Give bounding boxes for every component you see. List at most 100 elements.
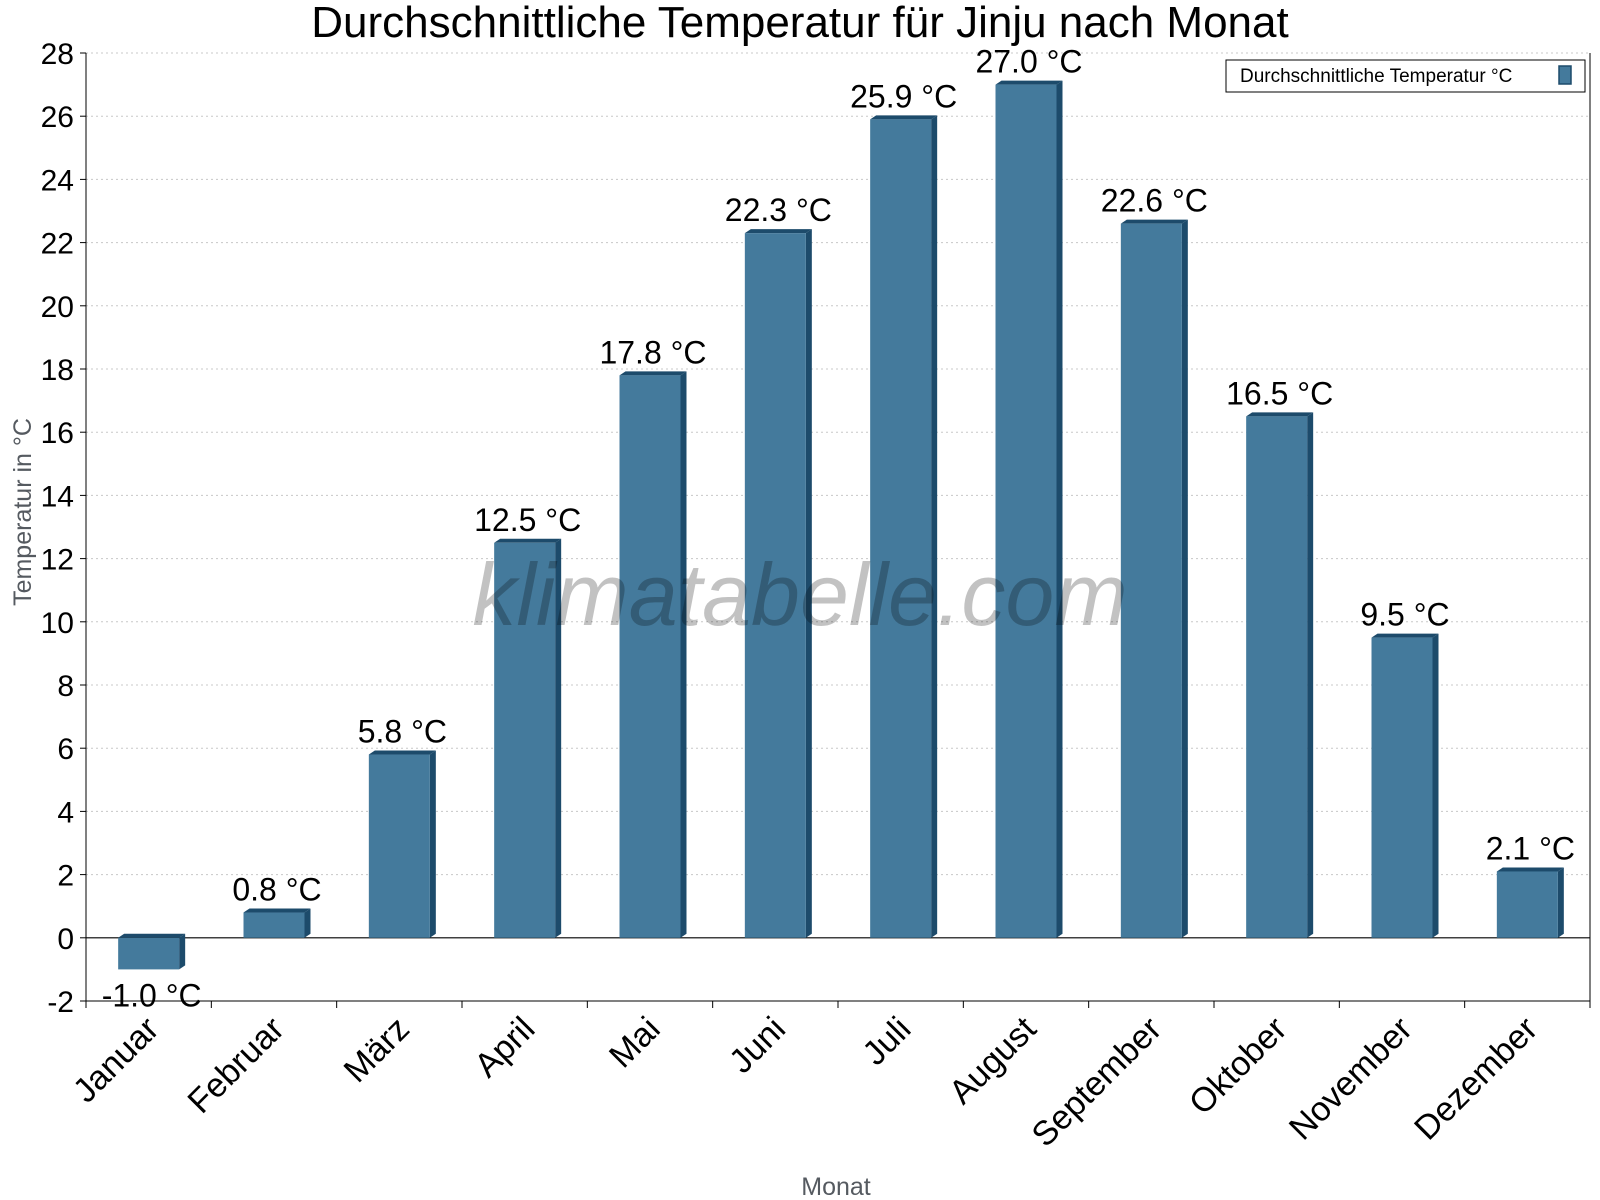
y-tick-label: 28 [41, 38, 74, 71]
y-tick-label: 16 [41, 417, 74, 450]
data-label: 0.8 °C [232, 872, 321, 908]
bar-side-face [805, 229, 812, 938]
x-tick-label: Dezember [1407, 1010, 1545, 1148]
x-tick-label: Januar [66, 1010, 166, 1110]
bar [118, 933, 186, 970]
bar-top-face [1246, 412, 1314, 417]
y-tick-label: 26 [41, 101, 74, 134]
bar-front-face [870, 119, 932, 938]
legend-box [1225, 59, 1586, 93]
bar-side-face [304, 908, 311, 938]
data-labels: -1.0 °C 0.8 °C 5.8 °C 12.5 °C 17.8 °C 22.3 °C… [102, 44, 1575, 1014]
legend-label: Durchschnittliche Temperatur °C [1240, 66, 1512, 87]
y-tick-label: 10 [41, 607, 74, 640]
bar-front-face [744, 233, 806, 938]
bar-top-face [870, 115, 938, 120]
bar [995, 80, 1063, 938]
x-tick-label: Oktober [1182, 1010, 1294, 1122]
data-label: 25.9 °C [850, 78, 957, 114]
y-tick-label: 12 [41, 544, 74, 577]
bar-front-face [1496, 871, 1558, 938]
bar-top-face [619, 371, 687, 376]
bar-side-face [429, 750, 436, 938]
x-tick-label: August [942, 1009, 1044, 1111]
data-label: -1.0 °C [102, 977, 202, 1013]
bar-top-face [1371, 633, 1439, 638]
bar-side-face [1181, 219, 1188, 938]
x-tick-label: April [467, 1010, 542, 1085]
y-tick-label: 0 [57, 923, 74, 956]
x-axis-label: Monat [801, 1173, 871, 1200]
bar-top-face [995, 80, 1063, 85]
bar-front-face [494, 542, 556, 938]
bar-side-face [1307, 412, 1314, 938]
y-tick-label: 4 [57, 796, 74, 829]
bar-front-face [1371, 637, 1433, 938]
gridlines [86, 52, 1590, 1002]
data-label: 5.8 °C [358, 714, 447, 750]
y-tick-label: 24 [41, 164, 74, 197]
bar [619, 371, 687, 938]
bar-side-face [179, 933, 186, 970]
bar-front-face [243, 912, 305, 938]
data-label: 12.5 °C [474, 502, 581, 538]
bar [368, 750, 436, 938]
bar-side-face [1432, 633, 1439, 938]
x-tick-label: November [1282, 1010, 1420, 1148]
bars [118, 80, 1564, 970]
y-tick-label: 2 [57, 860, 74, 893]
bar-front-face [1246, 416, 1308, 938]
y-tick-label: 18 [41, 354, 74, 387]
bar-side-face [680, 371, 687, 938]
bar [1246, 412, 1314, 938]
data-label: 17.8 °C [599, 334, 706, 370]
chart-title: Durchschnittliche Temperatur für Jinju n… [311, 0, 1288, 47]
watermark: klimatabelle.com [472, 545, 1127, 644]
bar [870, 115, 938, 938]
bar-front-face [368, 754, 430, 938]
axes [80, 52, 1591, 1008]
bar-top-face [243, 908, 311, 913]
bar [243, 908, 311, 938]
data-label: 16.5 °C [1226, 375, 1333, 411]
y-tick-label: 14 [41, 480, 74, 513]
bar [744, 229, 812, 938]
data-label: 22.6 °C [1101, 183, 1208, 219]
y-axis-label: Temperatur in °C [9, 418, 37, 606]
bar-top-face [118, 933, 186, 938]
x-tick-label: März [337, 1010, 417, 1090]
x-tick-labels: Januar Februar März April Mai Juni Juli AugustS… [66, 1009, 1545, 1154]
y-tick-label: 22 [41, 228, 74, 261]
bar-side-face [931, 115, 938, 938]
bar-top-face [1496, 867, 1564, 872]
bar [494, 538, 562, 938]
y-tick-label: -2 [47, 986, 74, 1019]
data-label: 2.1 °C [1486, 830, 1575, 866]
x-tick-label: September [1025, 1010, 1169, 1154]
data-label: 27.0 °C [975, 44, 1082, 80]
bar-top-face [494, 538, 562, 543]
bar-side-face [1557, 867, 1564, 938]
y-tick-label: 20 [41, 291, 74, 324]
bar-top-face [368, 750, 436, 755]
bar [1371, 633, 1439, 938]
x-tick-label: Februar [181, 1010, 292, 1121]
bar-front-face [619, 375, 681, 938]
bar [1120, 219, 1188, 938]
bar [1496, 867, 1564, 938]
bar-side-face [555, 538, 562, 938]
x-tick-label: Juni [722, 1010, 793, 1081]
bar-top-face [1120, 219, 1188, 224]
legend-swatch [1558, 65, 1572, 85]
x-tick-label: Juli [855, 1010, 918, 1073]
data-label: 22.3 °C [725, 192, 832, 228]
y-tick-label: 8 [57, 670, 74, 703]
bar-top-face [744, 229, 812, 234]
bar-side-face [1056, 80, 1063, 938]
bar-front-face [118, 937, 180, 970]
legend: Durchschnittliche Temperatur °C [1225, 59, 1586, 93]
data-label: 9.5 °C [1360, 597, 1449, 633]
bar-front-face [995, 84, 1057, 938]
